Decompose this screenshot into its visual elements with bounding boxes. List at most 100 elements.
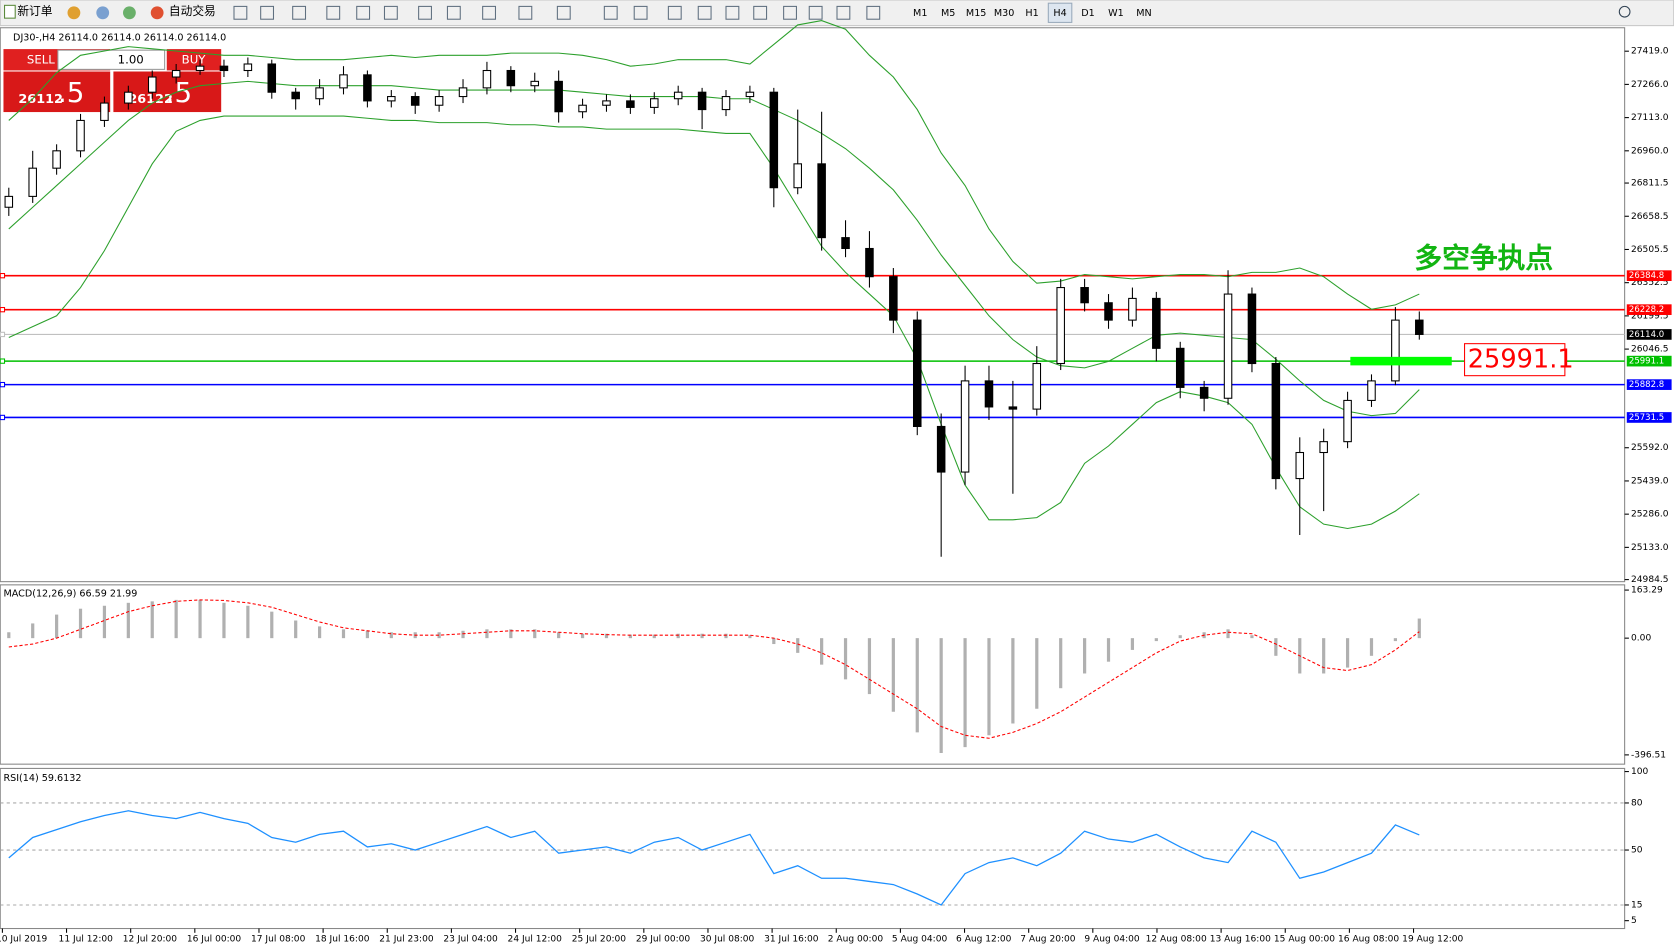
period-button[interactable]: H4 xyxy=(1053,8,1066,19)
level-label: 25882.8 xyxy=(1629,380,1664,390)
level-handle xyxy=(0,381,6,388)
y-tick-label: 25133.0 xyxy=(1631,543,1669,553)
period-button[interactable]: W1 xyxy=(1108,8,1124,19)
candle-body xyxy=(1032,362,1042,410)
buy-button[interactable] xyxy=(166,49,222,71)
candle-body xyxy=(1152,297,1161,349)
tool-icon[interactable] xyxy=(725,5,740,20)
buy-price[interactable]: 26122 xyxy=(128,92,173,107)
y-tick-label: 26352.5 xyxy=(1631,278,1668,288)
x-tick-label: 12 Jul 20:00 xyxy=(123,935,178,945)
candle-body xyxy=(195,65,205,72)
bollinger-band xyxy=(8,80,1420,417)
candle-body xyxy=(912,319,922,428)
candle-body xyxy=(530,80,540,87)
y-tick-label: 80 xyxy=(1631,798,1643,808)
y-tick-label: 27113.0 xyxy=(1631,113,1669,123)
annotation: 25991.1 xyxy=(1468,345,1574,375)
tool-icon[interactable] xyxy=(326,5,341,20)
tool-icon[interactable] xyxy=(446,5,461,20)
period-button[interactable]: H1 xyxy=(1025,8,1038,19)
y-tick-label: 25592.0 xyxy=(1631,443,1669,453)
candle-body xyxy=(1367,380,1376,401)
x-tick-label: 25 Jul 20:00 xyxy=(572,935,627,945)
tool-icon[interactable] xyxy=(233,5,248,20)
x-tick-label: 6 Aug 12:00 xyxy=(956,935,1012,945)
tool-icon[interactable] xyxy=(633,5,648,20)
auto-trade-icon[interactable] xyxy=(150,6,164,20)
candle-body xyxy=(1295,451,1305,480)
new-order-icon[interactable] xyxy=(4,4,16,19)
candle-body xyxy=(171,69,181,78)
candle-body xyxy=(650,98,659,108)
tool-icon[interactable] xyxy=(753,5,768,20)
candle-body xyxy=(1008,406,1018,410)
tool-icon[interactable] xyxy=(260,5,275,20)
candle-body xyxy=(1199,386,1209,399)
period-button[interactable]: M1 xyxy=(913,8,927,19)
level-handle xyxy=(0,306,6,313)
tool-icon[interactable] xyxy=(836,5,851,20)
y-tick-label: 26505.5 xyxy=(1631,245,1668,255)
period-button[interactable]: D1 xyxy=(1081,8,1095,19)
tool-icon[interactable] xyxy=(808,5,823,20)
auto-trade[interactable]: 自动交易 xyxy=(169,4,216,18)
x-tick-label: 24 Jul 12:00 xyxy=(508,935,563,945)
candle-body xyxy=(1175,347,1185,388)
tool-icon[interactable] xyxy=(482,5,497,20)
tool-icon[interactable] xyxy=(603,5,618,20)
tool-icon[interactable] xyxy=(697,5,712,20)
tool-icon[interactable] xyxy=(556,5,571,20)
tool-icon[interactable] xyxy=(356,5,371,20)
candle-body xyxy=(387,96,396,102)
new-order[interactable]: 新订单 xyxy=(17,4,52,18)
candle-body xyxy=(841,237,850,250)
y-tick-label: -396.51 xyxy=(1631,750,1666,760)
x-tick-label: 17 Jul 08:00 xyxy=(251,935,306,945)
period-button[interactable]: M30 xyxy=(994,8,1015,19)
icon[interactable] xyxy=(67,6,81,20)
level-label: 26384.8 xyxy=(1629,271,1664,281)
rsi-line xyxy=(8,810,1420,906)
period-button[interactable]: MN xyxy=(1136,8,1151,19)
period-button[interactable]: M5 xyxy=(941,8,955,19)
candle-body xyxy=(1128,297,1137,321)
tool-icon[interactable] xyxy=(292,5,307,20)
candle-body xyxy=(291,91,300,100)
sell-price[interactable]: 26112 xyxy=(18,92,63,107)
x-tick-label: 19 Aug 12:00 xyxy=(1402,935,1463,945)
sell-label[interactable]: SELL xyxy=(27,52,55,66)
x-tick-label: 16 Aug 08:00 xyxy=(1338,935,1399,945)
tool-icon[interactable] xyxy=(518,5,533,20)
candle-body xyxy=(1104,302,1113,321)
icon[interactable] xyxy=(123,6,136,20)
period-selected xyxy=(1047,2,1073,23)
y-tick-label: 26811.5 xyxy=(1631,179,1668,189)
tool-icon[interactable] xyxy=(383,5,398,20)
sell-price-box[interactable] xyxy=(3,71,111,113)
level-tag xyxy=(1626,270,1672,281)
buy-price-fraction[interactable]: .5 xyxy=(166,76,192,109)
x-tick-label: 15 Aug 00:00 xyxy=(1274,935,1335,945)
candle-body xyxy=(1223,293,1233,399)
x-tick-label: 23 Jul 04:00 xyxy=(443,935,498,945)
y-tick-label: 26199.5 xyxy=(1631,311,1668,321)
candle-body xyxy=(673,91,683,100)
lot-value[interactable]: 1.00 xyxy=(118,52,144,66)
sell-price-fraction[interactable]: .5 xyxy=(58,76,84,109)
x-tick-label: 30 Jul 08:00 xyxy=(700,935,755,945)
icon[interactable] xyxy=(96,6,110,20)
tool-icon[interactable] xyxy=(866,5,881,20)
level-handle xyxy=(0,358,6,364)
candle-body xyxy=(936,425,946,473)
search-icon[interactable] xyxy=(1618,5,1631,18)
tool-icon[interactable] xyxy=(667,5,682,20)
tool-icon[interactable] xyxy=(418,5,432,20)
x-tick-label: 13 Aug 16:00 xyxy=(1210,935,1271,945)
period-button[interactable]: M15 xyxy=(966,8,987,19)
rsi-pane xyxy=(0,767,1626,930)
buy-label[interactable]: BUY xyxy=(182,52,207,66)
tool-icon[interactable] xyxy=(783,5,797,20)
